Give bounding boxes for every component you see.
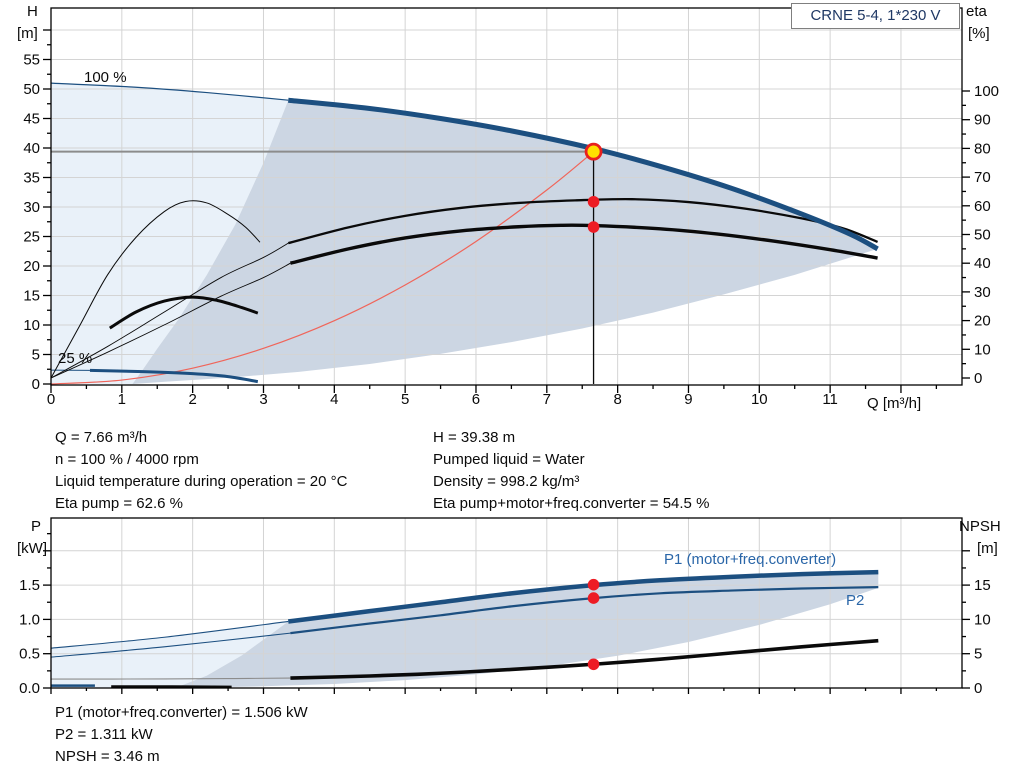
eta-pump-25 [50, 200, 261, 379]
tick-label: 11 [822, 391, 838, 408]
tick-label: 50 [974, 227, 991, 244]
system-curve-red [50, 151, 594, 385]
tick-label: 8 [613, 391, 621, 408]
q-axis-label: Q [m³/h] [867, 395, 922, 412]
tick-label: 2 [188, 391, 196, 408]
envelope2-light [51, 621, 289, 688]
info-liquid: Pumped liquid = Water [433, 451, 585, 468]
speed-100-label: 100 % [84, 69, 127, 86]
tick-label: 30 [974, 284, 991, 301]
tick-label: 10 [751, 391, 768, 408]
tick-label: 7 [543, 391, 551, 408]
tick-label: 1.5 [19, 577, 40, 594]
eta-pump-point [587, 195, 600, 208]
tick-label: 55 [23, 52, 40, 69]
npsh-point [587, 658, 600, 671]
tick-label: 40 [974, 255, 991, 272]
plot-border [50, 7, 963, 386]
tick-label: 30 [23, 199, 40, 216]
tick-label: 35 [23, 170, 40, 187]
duty-info-right-column: H = 39.38 m Pumped liquid = Water Densit… [433, 427, 709, 515]
p2-extension [50, 632, 291, 658]
tick-label: 0 [32, 376, 40, 393]
info-eta-pump: Eta pump = 62.6 % [55, 495, 183, 512]
qh-100-thin [50, 82, 289, 101]
info-p1: P1 (motor+freq.converter) = 1.506 kW [55, 704, 308, 721]
npsh-axis-title: NPSH [959, 518, 1001, 535]
tick-label: 0 [47, 391, 55, 408]
p-axis-title: P [31, 518, 42, 535]
qh-100-main [288, 97, 879, 252]
tick-label: 0.5 [19, 646, 40, 663]
speed-25-label: 25 % [58, 350, 93, 367]
p1-curve-label: P1 (motor+freq.converter) [664, 551, 837, 568]
info-flow: Q = 7.66 m³/h [55, 429, 148, 446]
tick-label: 70 [974, 169, 991, 186]
tick-label: 4 [330, 391, 338, 408]
p2-curve-label: P2 [846, 592, 865, 609]
envelope2-gray [174, 572, 879, 688]
eta-pump-extension [50, 242, 289, 379]
tick-label: 20 [974, 313, 991, 330]
tick-label: 6 [472, 391, 480, 408]
tick-label: 0.0 [19, 680, 40, 697]
info-density: Density = 998.2 kg/m³ [433, 473, 580, 490]
speed25-qh [89, 368, 259, 384]
tick-label: 90 [974, 112, 991, 129]
h-axis-unit: [m] [17, 25, 38, 42]
duty-info-left-column: Q = 7.66 m³/h n = 100 % / 4000 rpm Liqui… [55, 427, 347, 515]
npsh-extension [50, 677, 291, 680]
power-npsh-chart[interactable]: 0.0 0.5 1.0 1.5 0 5 10 15 [0, 515, 1024, 715]
p1-extension [50, 620, 289, 649]
power-info-block: P1 (motor+freq.converter) = 1.506 kW P2 … [55, 702, 308, 768]
tick-label: 5 [32, 347, 40, 364]
h-axis-title: H [27, 3, 38, 20]
tick-label: 45 [23, 111, 40, 128]
tick-label: 5 [974, 646, 982, 663]
tick-label: 15 [23, 288, 40, 305]
tick-label: 0 [974, 370, 982, 387]
tick-label: 25 [23, 229, 40, 246]
info-eta-total: Eta pump+motor+freq.converter = 54.5 % [433, 495, 710, 512]
eta-total-point [587, 221, 600, 233]
tick-label: 9 [684, 391, 692, 408]
p-axis-unit: [kW] [17, 540, 47, 557]
p2-point [587, 592, 600, 604]
eta-axis-title: eta [966, 3, 987, 20]
eta-pump-main [287, 197, 879, 245]
info-speed: n = 100 % / 4000 rpm [55, 451, 199, 468]
tick-label: 50 [23, 81, 40, 98]
info-temperature: Liquid temperature during operation = 20… [55, 473, 348, 490]
eta-total-main [289, 223, 878, 265]
tick-label: 3 [259, 391, 267, 408]
tick-label: 10 [974, 341, 991, 358]
info-p2: P2 = 1.311 kW [55, 726, 153, 743]
duty-point-marker[interactable] [584, 142, 603, 161]
p1-point [587, 578, 600, 591]
tick-label: 100 [974, 83, 999, 100]
eta-axis-unit: [%] [968, 25, 990, 42]
tick-label: 15 [974, 577, 991, 594]
tick-label: 80 [974, 140, 991, 157]
tick-label: 0 [974, 680, 982, 697]
envelope-light [51, 83, 289, 384]
npsh-axis-unit: [m] [977, 540, 998, 557]
info-head: H = 39.38 m [433, 429, 516, 446]
pump-model-badge: CRNE 5-4, 1*230 V [791, 3, 960, 29]
tick-label: 60 [974, 198, 991, 215]
tick-label: 10 [23, 317, 40, 334]
plot-border [50, 517, 963, 689]
eta-total-25 [108, 295, 259, 330]
tick-label: 1 [118, 391, 126, 408]
eta-total-extension [50, 262, 291, 379]
qh-efficiency-chart[interactable]: 0510152025303540455055010203040506070809… [0, 0, 1024, 425]
tick-label: 10 [974, 611, 991, 628]
envelope-gray [132, 100, 878, 385]
tick-label: 20 [23, 258, 40, 275]
tick-label: 40 [23, 140, 40, 157]
tick-label: 1.0 [19, 611, 40, 628]
tick-label: 5 [401, 391, 409, 408]
info-npsh: NPSH = 3.46 m [55, 748, 160, 765]
